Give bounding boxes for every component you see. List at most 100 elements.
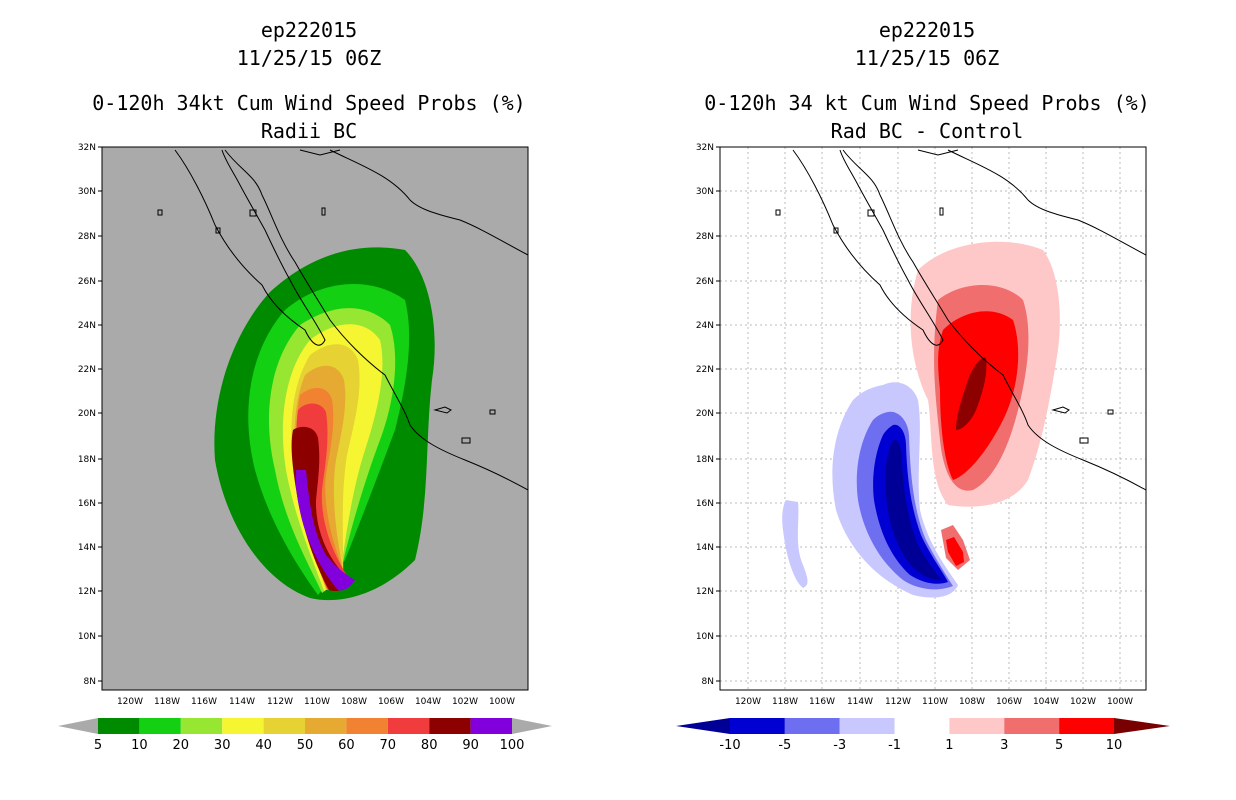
lat-label: 22N	[696, 365, 714, 375]
right-lon-labels: 120W 118W 116W 114W 112W 110W 108W 106W …	[735, 697, 1133, 707]
lon-label: 114W	[229, 697, 255, 707]
left-colorbar-label: 5	[94, 738, 102, 753]
lon-label: 116W	[191, 697, 217, 707]
right-colorbar-label: -5	[778, 738, 791, 753]
lon-label: 112W	[885, 697, 911, 707]
left-colorbar-box	[305, 718, 347, 734]
lon-label: 120W	[117, 697, 143, 707]
right-datetime: 11/25/15 06Z	[854, 46, 1000, 70]
left-map-frame	[101, 146, 529, 691]
left-product-title: 0-120h 34kt Cum Wind Speed Probs (%)	[92, 91, 526, 115]
left-colorbar-box	[470, 718, 512, 734]
lat-label: 10N	[78, 632, 96, 642]
left-colorbar-box	[387, 718, 430, 734]
lat-label: 12N	[696, 587, 714, 597]
right-colorbar-label: -3	[833, 738, 846, 753]
left-colorbar-box	[222, 718, 264, 734]
left-panel: ep222015 11/25/15 06Z 0-120h 34kt Cum Wi…	[58, 18, 552, 753]
lat-label: 30N	[696, 187, 714, 197]
lon-label: 102W	[452, 697, 478, 707]
right-colorbar-label: 1	[945, 738, 953, 753]
lon-label: 118W	[154, 697, 180, 707]
right-colorbar-high-end	[1114, 718, 1170, 734]
left-colorbar-box	[429, 718, 471, 734]
left-colorbar-label: 100	[500, 738, 525, 753]
left-lat-ticks	[98, 146, 102, 682]
lat-label: 32N	[696, 143, 714, 153]
lat-label: 18N	[78, 455, 96, 465]
left-colorbar-label: 50	[297, 738, 314, 753]
left-colorbar-box	[180, 718, 223, 734]
right-colorbar-box	[1059, 718, 1114, 734]
right-colorbar-label: 3	[1000, 738, 1008, 753]
right-lat-labels: 32N 30N 28N 26N 24N 22N 20N 18N 16N 14N …	[696, 143, 714, 687]
lon-label: 100W	[489, 697, 515, 707]
right-colorbar-low-end	[676, 718, 730, 734]
lon-label: 108W	[341, 697, 367, 707]
left-colorbar-high-end	[512, 718, 552, 734]
right-colorbar-label: -10	[719, 738, 740, 753]
lat-label: 26N	[78, 277, 96, 287]
lon-label: 112W	[267, 697, 293, 707]
lat-label: 8N	[702, 677, 714, 687]
lat-label: 14N	[78, 543, 96, 553]
left-colorbar-label: 10	[131, 738, 148, 753]
left-lon-labels: 120W 118W 116W 114W 112W 110W 108W 106W …	[117, 697, 515, 707]
right-subtitle: Rad BC - Control	[830, 119, 1024, 143]
lon-label: 104W	[1033, 697, 1059, 707]
left-colorbar-box	[139, 718, 181, 734]
right-storm-id: ep222015	[878, 18, 976, 42]
right-colorbar: -10 -5 -3 -1 1 3 5 10	[676, 718, 1170, 753]
right-colorbar-box	[949, 718, 1005, 734]
diff-pos-cell-inner	[946, 537, 964, 566]
right-map-frame	[719, 146, 1147, 691]
left-colorbar-label: 40	[255, 738, 272, 753]
lat-label: 24N	[78, 321, 96, 331]
lon-label: 116W	[809, 697, 835, 707]
left-colorbar-label: 30	[214, 738, 231, 753]
contour-80	[291, 426, 352, 592]
diff-neg-10	[885, 439, 942, 580]
lat-label: 16N	[78, 499, 96, 509]
right-coastlines	[775, 149, 1146, 491]
lon-label: 106W	[378, 697, 404, 707]
left-colorbar-box	[346, 718, 388, 734]
lat-label: 10N	[696, 632, 714, 642]
lat-label: 20N	[78, 409, 96, 419]
left-colorbar-label: 70	[380, 738, 397, 753]
right-colorbar-box	[839, 718, 895, 734]
lat-label: 16N	[696, 499, 714, 509]
right-difference-field	[782, 241, 1060, 598]
left-colorbar-box	[98, 718, 140, 734]
lon-label: 120W	[735, 697, 761, 707]
left-colorbar-low-end	[58, 718, 98, 734]
right-lat-ticks	[716, 146, 720, 682]
lat-label: 18N	[696, 455, 714, 465]
left-colorbar-label: 20	[173, 738, 190, 753]
left-subtitle: Radii BC	[260, 119, 358, 143]
lon-label: 114W	[847, 697, 873, 707]
right-colorbar-label: 5	[1055, 738, 1063, 753]
left-datetime: 11/25/15 06Z	[236, 46, 382, 70]
contour-90	[295, 470, 355, 591]
lat-label: 12N	[78, 587, 96, 597]
lon-label: 104W	[415, 697, 441, 707]
lon-label: 110W	[922, 697, 948, 707]
lat-label: 28N	[696, 232, 714, 242]
right-colorbar-label: 10	[1106, 738, 1123, 753]
left-colorbar-label: 90	[462, 738, 479, 753]
right-product-title: 0-120h 34 kt Cum Wind Speed Probs (%)	[704, 91, 1150, 115]
right-colorbar-box	[730, 718, 785, 734]
lon-label: 102W	[1070, 697, 1096, 707]
right-colorbar-box	[1004, 718, 1060, 734]
right-panel: ep222015 11/25/15 06Z 0-120h 34 kt Cum W…	[618, 0, 1236, 800]
lat-label: 24N	[696, 321, 714, 331]
lat-label: 28N	[78, 232, 96, 242]
lon-label: 106W	[996, 697, 1022, 707]
left-colorbar-label: 80	[421, 738, 438, 753]
lat-label: 14N	[696, 543, 714, 553]
right-colorbar-box	[894, 718, 950, 734]
left-colorbar: 5 10 20 30 40 50 60 70 80 90 100	[58, 718, 552, 753]
left-lat-labels: 32N 30N 28N 26N 24N 22N 20N 18N 16N 14N …	[78, 143, 96, 687]
left-colorbar-label: 60	[338, 738, 355, 753]
